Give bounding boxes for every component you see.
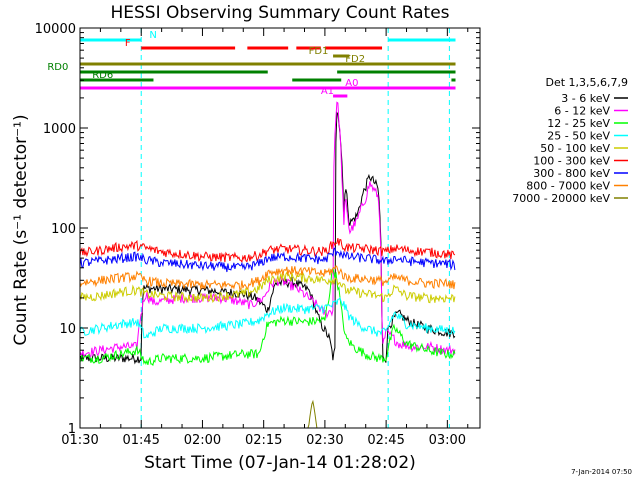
x-axis-title: Start Time (07-Jan-14 01:28:02) — [144, 453, 416, 473]
series-line-3 — [80, 296, 456, 339]
y-tick-label-2: 100 — [51, 222, 76, 237]
y-tick-label-1: 10 — [59, 322, 76, 337]
flag-label-5: RD6 — [92, 70, 113, 81]
legend-label-0: 3 - 6 keV — [561, 92, 610, 105]
y-tick-label-3: 1000 — [43, 122, 76, 137]
flag-label-7: A1 — [321, 86, 334, 97]
series-line-2 — [80, 266, 456, 367]
legend-label-2: 12 - 25 keV — [547, 117, 610, 130]
legend-label-8: 7000 - 20000 keV — [512, 192, 610, 205]
flag-label-6: A0 — [345, 78, 358, 89]
legend-label-6: 300 - 800 keV — [533, 167, 610, 180]
x-tick-label-5: 02:45 — [367, 433, 404, 448]
x-tick-label-1: 01:45 — [122, 433, 159, 448]
legend-label-5: 100 - 300 keV — [533, 155, 610, 168]
series-line-0 — [80, 111, 456, 365]
flag-label-1: F — [125, 38, 131, 49]
x-tick-label-3: 02:15 — [245, 433, 282, 448]
x-tick-label-0: 01:30 — [61, 433, 98, 448]
flag-label-3: FD2 — [345, 54, 365, 65]
series-line-5 — [80, 238, 456, 264]
x-tick-label-2: 02:00 — [184, 433, 221, 448]
legend-label-4: 50 - 100 keV — [540, 142, 610, 155]
y-tick-label-0: 1 — [68, 422, 76, 437]
axes: 01:30 01:45 02:00 02:15 02:30 02:45 03:00 1 10 10… — [35, 22, 481, 448]
series-line-6 — [80, 247, 456, 273]
x-tick-label-4: 02:30 — [306, 433, 343, 448]
series-line-7 — [80, 264, 456, 291]
flag-label-2: FD1 — [309, 46, 329, 57]
x-tick-label-6: 03:00 — [429, 433, 466, 448]
timestamp-label: 7-Jan-2014 07:50 — [571, 468, 632, 476]
legend-title: Det 1,3,5,6,7,9 — [545, 76, 628, 89]
flag-label-0: N — [149, 30, 156, 41]
y-axis-title: Count Rate (s⁻¹ detector⁻¹) — [11, 114, 31, 345]
y-tick-label-4: 10000 — [35, 22, 76, 37]
series-line-4 — [80, 270, 456, 304]
observing-flags: N F FD1 FD2 RD0 RD6 A0 A1 — [47, 30, 456, 98]
legend-label-1: 6 - 12 keV — [554, 105, 610, 118]
legend-label-3: 25 - 50 keV — [547, 130, 610, 143]
series-line-8 — [80, 399, 455, 428]
legend-label-7: 800 - 7000 keV — [526, 180, 610, 193]
plot-area — [80, 28, 456, 428]
chart-title: HESSI Observing Summary Count Rates — [110, 3, 449, 23]
flag-label-4: RD0 — [47, 62, 68, 73]
